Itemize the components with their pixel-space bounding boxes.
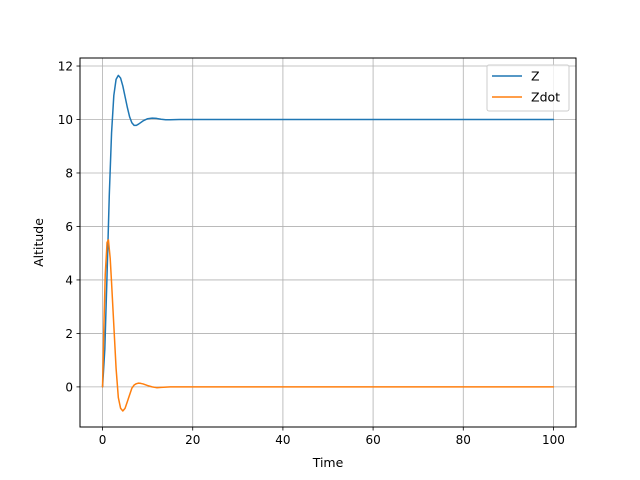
plot-frame bbox=[79, 57, 577, 428]
x-tick-label: 20 bbox=[185, 433, 200, 447]
series-line-zdot bbox=[101, 239, 555, 412]
x-tick-label: 60 bbox=[365, 433, 380, 447]
x-tick-label: 0 bbox=[99, 433, 107, 447]
x-tick-label: 100 bbox=[542, 433, 565, 447]
legend-label-z: Z bbox=[531, 69, 540, 84]
x-tick-label: 40 bbox=[275, 433, 290, 447]
y-tick-label: 2 bbox=[65, 327, 73, 341]
legend-label-zdot: Zdot bbox=[531, 90, 560, 105]
y-tick-label: 10 bbox=[58, 113, 73, 127]
x-tick-label: 80 bbox=[456, 433, 471, 447]
series-line-z bbox=[101, 74, 555, 388]
y-tick-label: 6 bbox=[65, 220, 73, 234]
ticks: 0 20 40 60 80 100 0 2 4 6 8 10 12 bbox=[58, 60, 565, 447]
y-axis-label: Altitude bbox=[31, 218, 46, 267]
y-tick-label: 12 bbox=[58, 60, 73, 74]
y-tick-label: 8 bbox=[65, 166, 73, 180]
y-tick-label: 4 bbox=[65, 273, 73, 287]
legend: Z Zdot bbox=[486, 64, 570, 112]
y-tick-label: 0 bbox=[65, 380, 73, 394]
grid bbox=[80, 58, 576, 427]
series-layer bbox=[101, 74, 555, 412]
x-axis-label: Time bbox=[312, 455, 344, 470]
